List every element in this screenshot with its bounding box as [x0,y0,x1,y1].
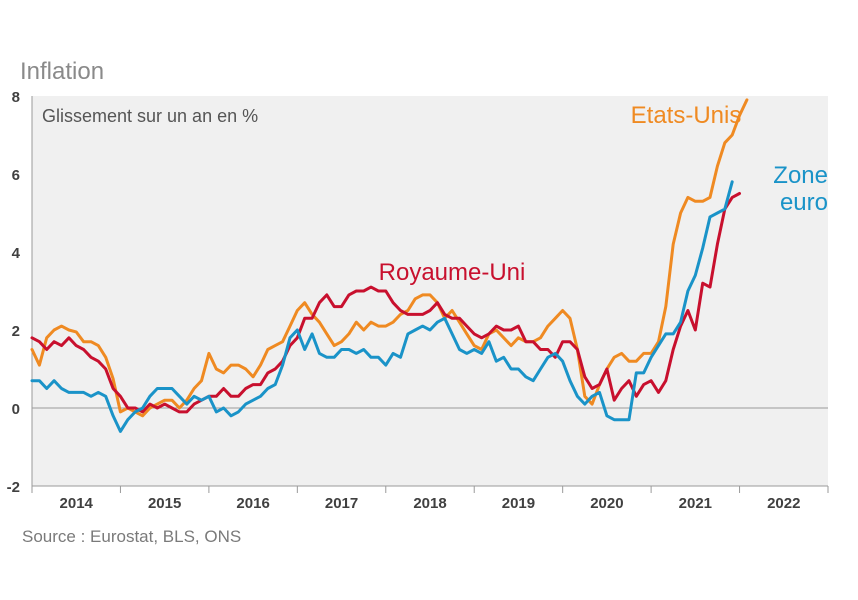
x-tick-label: 2016 [236,495,269,512]
x-tick-label: 2021 [679,495,712,512]
chart-title: Inflation [20,58,105,85]
x-tick-label: 2020 [590,495,623,512]
chart-subtitle: Glissement sur un an en % [42,106,258,126]
y-tick-label: 0 [12,401,20,418]
x-tick-label: 2014 [60,495,94,512]
series-label-uk: Royaume-Uni [379,259,526,286]
x-tick-label: 2017 [325,495,358,512]
y-tick-label: 2 [12,323,20,340]
series-line-uk [30,192,741,414]
x-tick-label: 2022 [767,495,800,512]
series-label-ez: euro [780,189,828,216]
y-tick-label: 4 [12,245,21,262]
x-tick-label: 2015 [148,495,181,512]
y-tick-label: -2 [7,479,20,496]
source-note: Source : Eurostat, BLS, ONS [22,527,242,546]
y-tick-label: 6 [12,167,20,184]
x-tick-label: 2018 [413,495,446,512]
series-line-ez [30,180,734,433]
plot-area [32,96,828,486]
y-tick-label: 8 [12,89,20,106]
series-line-us [30,98,749,418]
series-label-ez: Zone [773,162,828,189]
series-label-us: Etats-Unis [631,102,742,129]
x-tick-label: 2019 [502,495,535,512]
